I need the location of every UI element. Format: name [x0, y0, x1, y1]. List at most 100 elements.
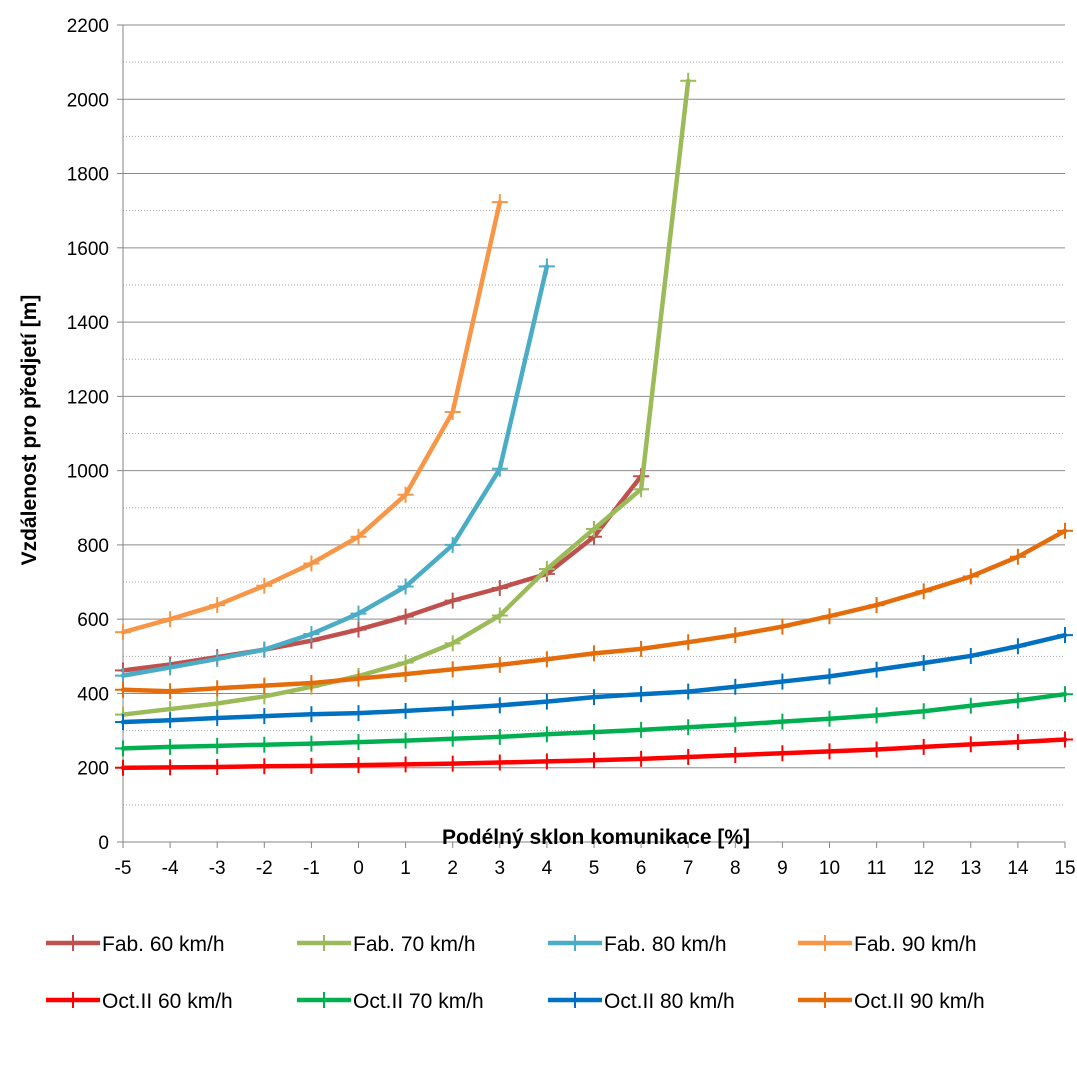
- data-point: [727, 678, 744, 695]
- x-tick-label: 1: [400, 858, 411, 879]
- data-point: [915, 738, 932, 755]
- data-point: [538, 753, 555, 770]
- data-point: [491, 754, 508, 771]
- data-point: [256, 641, 273, 658]
- data-point: [586, 645, 602, 662]
- y-tick-label: 600: [77, 610, 109, 631]
- x-tick-label: 11: [867, 858, 887, 879]
- x-tick-label: 2: [447, 858, 458, 879]
- series-fab-90-km-h: [115, 194, 508, 641]
- data-point: [350, 757, 367, 774]
- data-point: [397, 578, 414, 595]
- data-point: [821, 743, 838, 760]
- data-point: [774, 745, 791, 762]
- legend-marker: [817, 935, 833, 951]
- series-oct-ii-90-km-h: [115, 522, 1073, 700]
- data-point: [962, 647, 979, 664]
- data-point: [1009, 692, 1026, 709]
- legend: Fab. 60 km/h Fab. 70 km/h Fab. 80 km/h Fab.…: [46, 933, 985, 1013]
- y-tick-label: 2200: [67, 16, 109, 37]
- data-point: [915, 703, 932, 720]
- data-point: [821, 668, 838, 685]
- data-point: [397, 666, 414, 683]
- data-point: [491, 607, 508, 624]
- data-point: [1009, 548, 1026, 565]
- data-point: [868, 707, 885, 724]
- data-point: [444, 730, 461, 747]
- data-point: [115, 759, 131, 776]
- legend-item: Fab. 90 km/h: [798, 933, 977, 956]
- x-tick-label: -4: [162, 858, 179, 879]
- data-point: [115, 681, 131, 698]
- data-point: [915, 583, 932, 600]
- x-tick-label: 5: [589, 858, 600, 879]
- data-point: [256, 708, 273, 725]
- data-point: [821, 608, 838, 625]
- legend-marker: [65, 992, 81, 1008]
- data-point: [680, 72, 697, 89]
- data-point: [350, 734, 367, 751]
- x-tick-label: 13: [960, 858, 981, 879]
- legend-marker: [817, 992, 833, 1008]
- data-point: [256, 577, 273, 594]
- data-point: [444, 700, 461, 717]
- data-point: [538, 651, 555, 668]
- legend-label: Fab. 80 km/h: [604, 933, 727, 956]
- legend-label: Fab. 60 km/h: [102, 933, 225, 956]
- data-point: [727, 716, 744, 733]
- legend-label: Oct.II 80 km/h: [604, 990, 735, 1013]
- series-fab-80-km-h: [115, 258, 555, 684]
- y-axis-title: Vzdálenost pro předjetí [m]: [18, 295, 41, 566]
- data-point: [350, 621, 367, 638]
- legend-marker: [567, 992, 583, 1008]
- data-point: [868, 741, 885, 758]
- legend-item: Oct.II 70 km/h: [297, 990, 484, 1013]
- data-point: [350, 670, 367, 687]
- data-point: [586, 689, 602, 706]
- data-point: [209, 597, 226, 614]
- x-tick-label: 10: [819, 858, 840, 879]
- data-point: [209, 695, 226, 712]
- grid: [123, 24, 1065, 806]
- data-point: [209, 650, 226, 667]
- series-oct-ii-60-km-h: [115, 731, 1073, 776]
- series-oct-ii-80-km-h: [115, 627, 1073, 731]
- data-point: [538, 258, 555, 275]
- data-point: [962, 697, 979, 714]
- data-point: [256, 677, 273, 694]
- data-point: [115, 667, 131, 684]
- data-point: [868, 597, 885, 614]
- legend-label: Oct.II 60 km/h: [102, 990, 233, 1013]
- series-line: [120, 264, 550, 678]
- data-point: [444, 635, 461, 652]
- data-point: [209, 737, 226, 754]
- data-point: [303, 757, 320, 774]
- data-point: [680, 748, 697, 765]
- series-line: [120, 473, 644, 673]
- y-tick-label: 200: [77, 759, 109, 780]
- data-point: [444, 661, 461, 678]
- data-point: [868, 661, 885, 678]
- data-point: [1009, 734, 1026, 751]
- data-point: [162, 611, 179, 628]
- x-tick-label: 12: [913, 858, 934, 879]
- data-point: [209, 680, 226, 697]
- data-point: [303, 735, 320, 752]
- x-tick-label: -5: [115, 858, 132, 879]
- x-tick-label: -2: [256, 858, 273, 879]
- legend-marker: [567, 935, 583, 951]
- series-group: [115, 72, 1073, 776]
- x-tick-label: 0: [353, 858, 364, 879]
- legend-marker: [316, 935, 332, 951]
- data-point: [397, 486, 414, 503]
- data-point: [727, 747, 744, 764]
- y-tick-label: 800: [77, 536, 109, 557]
- y-tick-label: 400: [77, 684, 109, 705]
- data-point: [115, 740, 131, 757]
- data-point: [962, 736, 979, 753]
- data-point: [115, 714, 131, 731]
- data-point: [444, 536, 461, 553]
- data-point: [774, 673, 791, 690]
- x-tick-label: 3: [495, 858, 506, 879]
